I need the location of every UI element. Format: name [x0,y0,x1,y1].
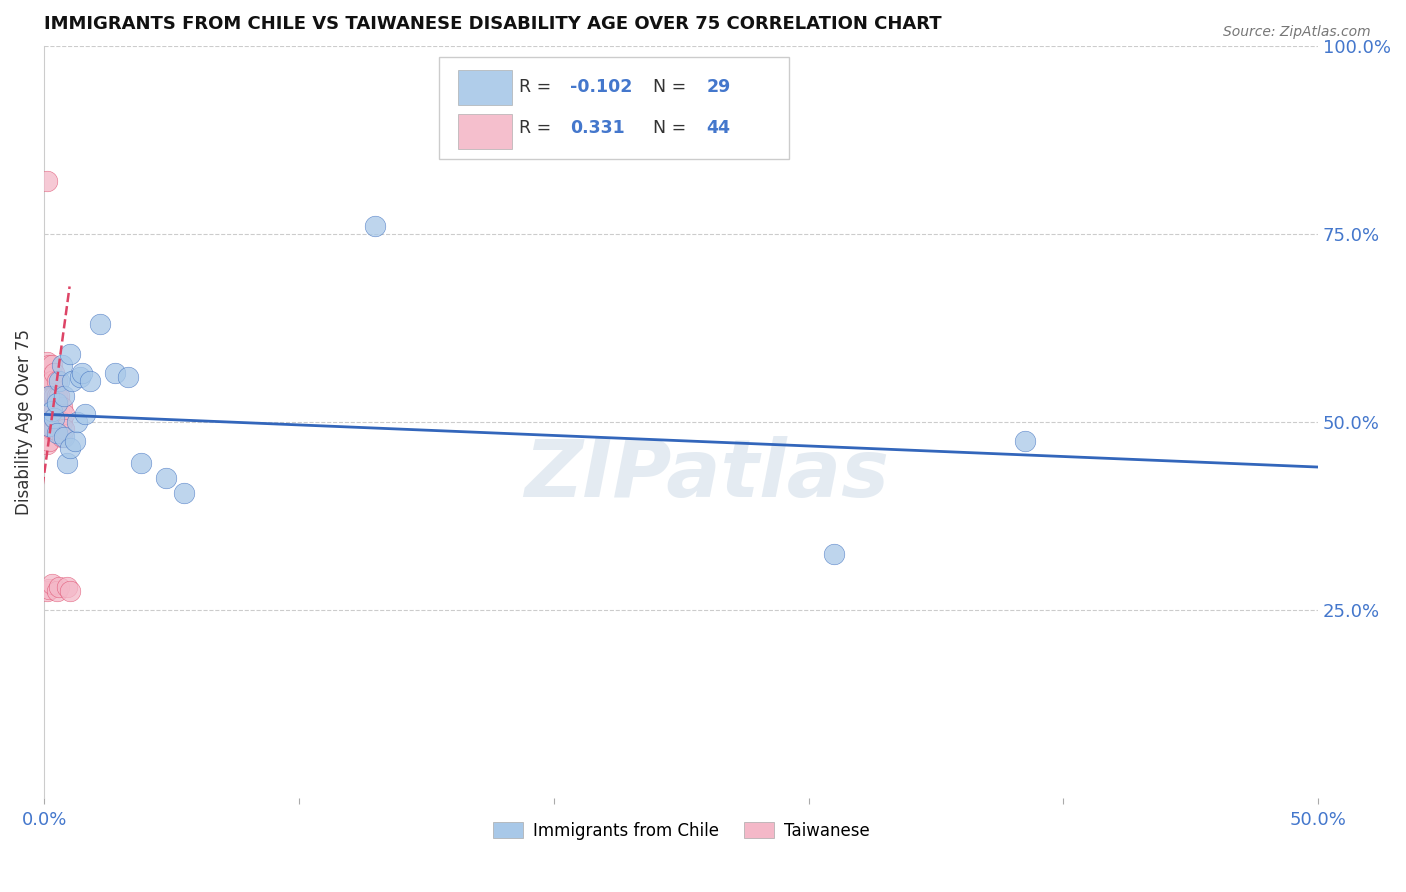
Point [44,411,66,425]
Point [66,415,89,429]
Point [38,403,60,417]
Text: Source: ZipAtlas.com: Source: ZipAtlas.com [1223,25,1371,39]
Text: IMMIGRANTS FROM CHILE VS TAIWANESE DISABILITY AGE OVER 75 CORRELATION CHART: IMMIGRANTS FROM CHILE VS TAIWANESE DISAB… [44,15,942,33]
Text: R =: R = [519,120,551,137]
Point [89,317,111,331]
Point [45,388,67,402]
Point [38,422,60,436]
Point [44,422,66,436]
Point [41,415,63,429]
Text: R =: R = [519,78,551,96]
Point [63,434,86,448]
Point [35,400,58,414]
Point [60,374,83,388]
Point [48,388,70,402]
Point [58,347,80,361]
Point [1014,434,1036,448]
Point [72,366,94,380]
Point [58,442,80,456]
Point [51,400,73,414]
Legend: Immigrants from Chile, Taiwanese: Immigrants from Chile, Taiwanese [486,815,876,847]
Point [44,415,66,429]
Text: N =: N = [654,78,686,96]
Point [51,430,73,444]
Point [48,374,70,388]
Point [38,359,60,373]
Point [35,584,58,599]
Point [51,415,73,429]
Point [53,430,76,444]
Point [38,418,60,433]
Point [58,584,80,599]
Point [73,408,96,422]
Point [45,374,67,388]
Point [48,415,70,429]
Point [44,366,66,380]
Point [44,400,66,414]
Point [41,400,63,414]
Point [48,403,70,417]
Point [104,366,127,380]
Point [35,408,58,422]
Point [79,374,101,388]
Point [364,219,387,234]
Point [38,415,60,429]
Point [45,408,67,422]
Point [48,581,70,595]
FancyBboxPatch shape [458,114,512,149]
Point [129,456,152,470]
Point [56,581,79,595]
Text: ZIPatlas: ZIPatlas [524,435,889,514]
Point [117,369,139,384]
Point [173,486,195,500]
FancyBboxPatch shape [439,57,789,159]
Text: 0.331: 0.331 [571,120,626,137]
Point [41,576,63,591]
FancyBboxPatch shape [458,70,512,104]
Text: N =: N = [654,120,686,137]
Point [41,388,63,402]
Point [41,403,63,417]
Y-axis label: Disability Age Over 75: Disability Age Over 75 [15,329,32,515]
Point [38,369,60,384]
Point [35,415,58,429]
Point [45,415,67,429]
Point [44,388,66,402]
Point [38,388,60,402]
Point [35,437,58,451]
Point [823,547,845,561]
Point [53,388,76,402]
Point [38,434,60,448]
Point [35,381,58,395]
Point [41,422,63,436]
Point [53,408,76,422]
Point [35,174,58,188]
Point [41,359,63,373]
Point [53,422,76,436]
Point [38,388,60,402]
Point [45,584,67,599]
Text: 44: 44 [707,120,731,137]
Point [155,471,177,485]
Point [69,369,91,384]
Point [51,359,73,373]
Text: 29: 29 [707,78,731,96]
Text: -0.102: -0.102 [571,78,633,96]
Point [56,456,79,470]
Point [45,426,67,441]
Point [45,396,67,410]
Point [38,582,60,596]
Point [41,374,63,388]
Point [35,354,58,368]
